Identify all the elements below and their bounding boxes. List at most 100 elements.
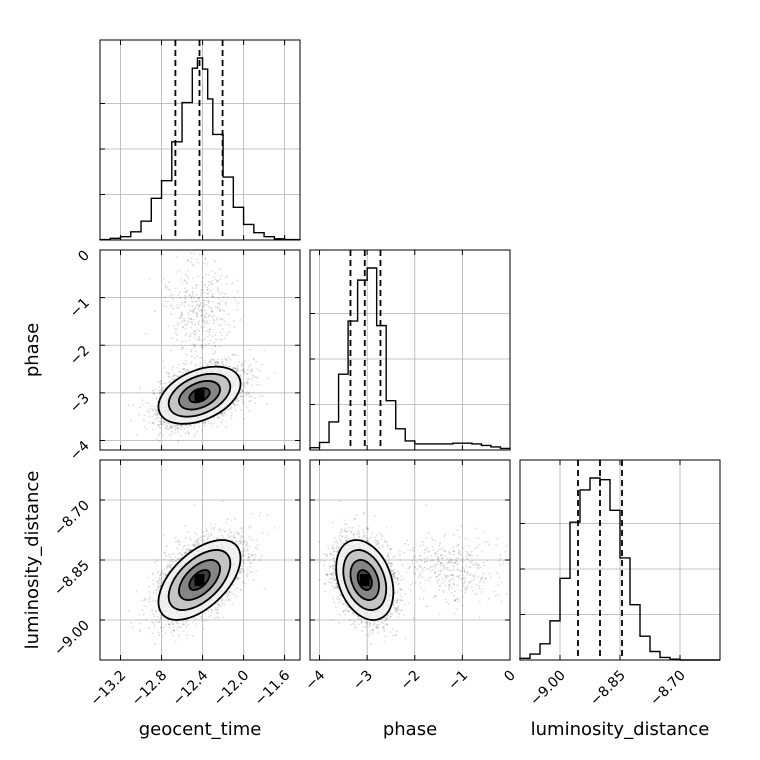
sample-point xyxy=(190,310,193,313)
sample-point xyxy=(155,414,158,416)
sample-point xyxy=(186,322,189,324)
sample-point xyxy=(211,348,214,350)
sample-point xyxy=(219,293,221,296)
sample-point xyxy=(214,352,216,354)
sample-point xyxy=(157,424,160,426)
sample-point xyxy=(236,354,239,357)
sample-point xyxy=(194,330,196,332)
sample-point xyxy=(247,372,249,375)
sample-point xyxy=(186,426,189,428)
sample-point xyxy=(185,282,188,285)
sample-point xyxy=(158,392,161,395)
sample-point xyxy=(177,431,180,433)
sample-point xyxy=(214,350,217,353)
sample-point xyxy=(160,576,162,579)
sample-point xyxy=(159,383,162,385)
sample-point xyxy=(179,297,182,300)
sample-point xyxy=(187,320,190,323)
sample-point xyxy=(128,404,130,407)
sample-point xyxy=(207,305,210,308)
sample-point xyxy=(198,305,200,308)
sample-point xyxy=(210,307,213,310)
sample-point xyxy=(184,301,187,303)
sample-point xyxy=(225,323,227,326)
sample-point xyxy=(230,408,232,410)
sample-point xyxy=(158,386,160,389)
sample-point xyxy=(180,316,183,319)
sample-point xyxy=(211,301,214,303)
sample-point xyxy=(266,377,269,380)
sample-point xyxy=(217,287,219,289)
sample-point xyxy=(243,385,246,388)
sample-point xyxy=(168,623,171,626)
hist-panel-phase xyxy=(309,249,511,451)
sample-point xyxy=(192,309,195,312)
sample-point xyxy=(246,573,249,576)
sample-point xyxy=(190,257,193,260)
sample-point xyxy=(241,389,244,392)
sample-point xyxy=(184,327,187,330)
sample-point xyxy=(156,571,159,573)
sample-point xyxy=(182,362,185,364)
sample-point xyxy=(198,309,201,312)
sample-point xyxy=(195,338,198,341)
sample-point xyxy=(204,323,207,325)
sample-point xyxy=(208,314,211,317)
sample-point xyxy=(182,326,185,329)
sample-point xyxy=(177,294,179,297)
sample-point xyxy=(208,314,211,317)
sample-point xyxy=(166,568,168,570)
sample-point xyxy=(219,331,222,334)
sample-point xyxy=(159,613,162,616)
sample-point xyxy=(195,312,198,315)
sample-point xyxy=(212,295,214,298)
sample-point xyxy=(211,310,214,313)
sample-point xyxy=(243,555,246,557)
sample-point xyxy=(194,311,196,314)
sample-point xyxy=(254,546,257,549)
sample-point xyxy=(227,409,230,411)
sample-point xyxy=(139,388,142,391)
sample-point xyxy=(241,369,244,371)
sample-point xyxy=(196,284,198,286)
sample-point xyxy=(172,626,175,629)
sample-point xyxy=(178,269,181,272)
sample-point xyxy=(236,308,239,311)
sample-point xyxy=(239,376,242,378)
sample-point xyxy=(239,409,242,411)
sample-point xyxy=(194,532,196,534)
sample-point xyxy=(195,247,197,249)
sample-point xyxy=(184,370,187,372)
sample-point xyxy=(241,390,244,393)
sample-point xyxy=(224,304,227,307)
sample-point xyxy=(197,544,200,547)
sample-point xyxy=(246,406,248,408)
sample-point xyxy=(255,360,258,363)
sample-point xyxy=(187,432,190,435)
sample-point xyxy=(211,335,214,338)
sample-point xyxy=(175,332,178,334)
sample-point xyxy=(201,283,204,286)
sample-point xyxy=(223,412,226,415)
sample-point xyxy=(165,574,167,576)
sample-point xyxy=(250,368,253,370)
sample-point xyxy=(232,353,235,356)
sample-point xyxy=(171,427,174,429)
sample-point xyxy=(214,260,217,263)
sample-point xyxy=(259,395,262,397)
sample-point xyxy=(198,320,201,323)
sample-point xyxy=(201,357,203,360)
sample-point xyxy=(224,413,227,416)
sample-point xyxy=(214,362,217,365)
sample-point xyxy=(241,390,244,392)
sample-point xyxy=(152,579,154,582)
sample-point xyxy=(171,425,174,427)
sample-point xyxy=(201,428,204,431)
sample-point xyxy=(218,268,221,271)
sample-point xyxy=(192,621,194,624)
sample-point xyxy=(245,543,247,546)
sample-point xyxy=(203,302,205,305)
sample-point xyxy=(203,314,205,317)
sample-point xyxy=(198,339,200,341)
sample-point xyxy=(248,409,251,412)
